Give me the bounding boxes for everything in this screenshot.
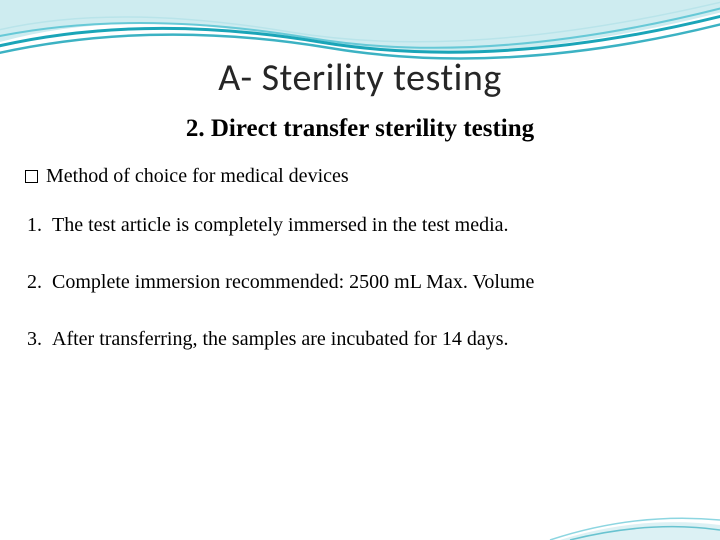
list-text: After transferring, the samples are incu…: [52, 322, 695, 357]
list-number: 3.: [27, 322, 42, 357]
list-item: 1. The test article is completely immers…: [27, 208, 695, 243]
decorative-wave-bottom: [520, 480, 720, 540]
list-number: 1.: [27, 208, 42, 243]
bullet-item: Method of choice for medical devices: [25, 165, 695, 188]
list-text: Complete immersion recommended: 2500 mL …: [52, 265, 695, 300]
bullet-text: Method of choice for medical devices: [46, 165, 349, 188]
list-item: 3. After transferring, the samples are i…: [27, 322, 695, 357]
slide-subtitle: 2. Direct transfer sterility testing: [25, 115, 695, 143]
list-item: 2. Complete immersion recommended: 2500 …: [27, 265, 695, 300]
list-number: 2.: [27, 265, 42, 300]
slide-title: A- Sterility testing: [25, 55, 695, 101]
list-text: The test article is completely immersed …: [52, 208, 695, 243]
square-bullet-icon: [25, 170, 38, 183]
numbered-list: 1. The test article is completely immers…: [25, 208, 695, 357]
slide-content: A- Sterility testing 2. Direct transfer …: [0, 0, 720, 399]
